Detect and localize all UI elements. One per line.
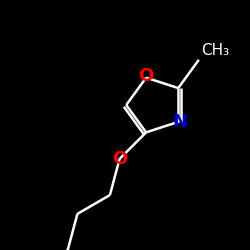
Text: O: O (112, 150, 127, 168)
Text: O: O (138, 68, 154, 86)
Text: CH₃: CH₃ (201, 43, 229, 58)
Text: N: N (173, 113, 188, 131)
